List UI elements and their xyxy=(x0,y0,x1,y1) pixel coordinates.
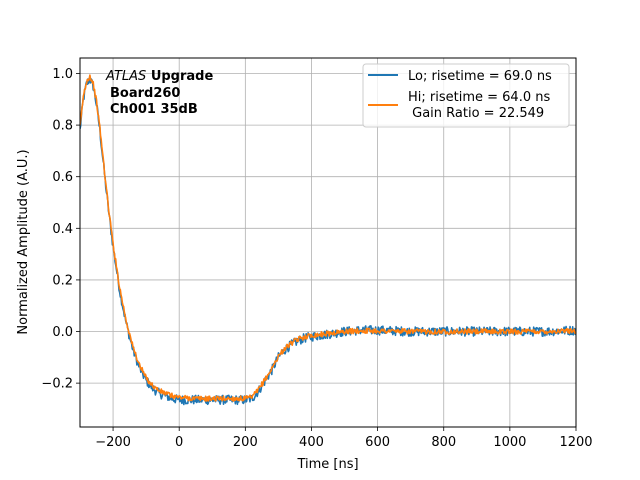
legend-label-hi-line-1: Hi; risetime = 64.0 ns xyxy=(408,90,550,105)
y-tick-label: 1.0 xyxy=(52,67,73,82)
x-tick-label: 200 xyxy=(233,435,258,450)
y-tick-label: 0.2 xyxy=(52,273,73,288)
plot-frame xyxy=(79,57,577,428)
legend-label-hi-line-2: Gain Ratio = 22.549 xyxy=(408,106,544,121)
y-tick-label: 0.0 xyxy=(52,325,73,340)
legend-label-hi: Hi; risetime = 64.0 ns Gain Ratio = 22.5… xyxy=(408,90,550,121)
x-tick-label: 600 xyxy=(365,435,390,450)
y-tick-label: 0.8 xyxy=(52,119,73,134)
x-axis-label: Time [ns] xyxy=(296,457,358,472)
y-tick-label: −0.2 xyxy=(41,377,73,392)
annotation-upgrade: Upgrade xyxy=(151,69,214,84)
series-layer xyxy=(80,74,576,406)
x-tick-label: 1000 xyxy=(493,435,526,450)
x-axis: −200 0 200 400 600 800 1000 1200 xyxy=(95,427,593,450)
annotation-atlas: ATLAS xyxy=(105,69,146,84)
x-tick-label: 400 xyxy=(299,435,324,450)
legend-label-lo: Lo; risetime = 69.0 ns xyxy=(408,69,552,84)
chart-annotation: ATLAS Upgrade Board260 Ch001 35dB xyxy=(105,69,213,117)
series-hi-line xyxy=(80,74,576,402)
y-tick-label: 0.6 xyxy=(52,170,73,185)
y-axis-label: Normalized Amplitude (A.U.) xyxy=(16,149,31,334)
annotation-line-1: ATLAS Upgrade xyxy=(105,69,213,84)
y-tick-label: 0.4 xyxy=(52,222,73,237)
x-tick-label: −200 xyxy=(95,435,131,450)
legend: Lo; risetime = 69.0 ns Hi; risetime = 64… xyxy=(362,63,570,128)
annotation-line-3: Ch001 35dB xyxy=(110,102,198,117)
y-axis: −0.2 0.0 0.2 0.4 0.6 0.8 1.0 xyxy=(41,67,80,392)
x-tick-label: 0 xyxy=(175,435,183,450)
annotation-line-2: Board260 xyxy=(110,86,180,101)
legend-box xyxy=(362,63,570,128)
x-tick-label: 800 xyxy=(431,435,456,450)
x-tick-label: 1200 xyxy=(559,435,592,450)
